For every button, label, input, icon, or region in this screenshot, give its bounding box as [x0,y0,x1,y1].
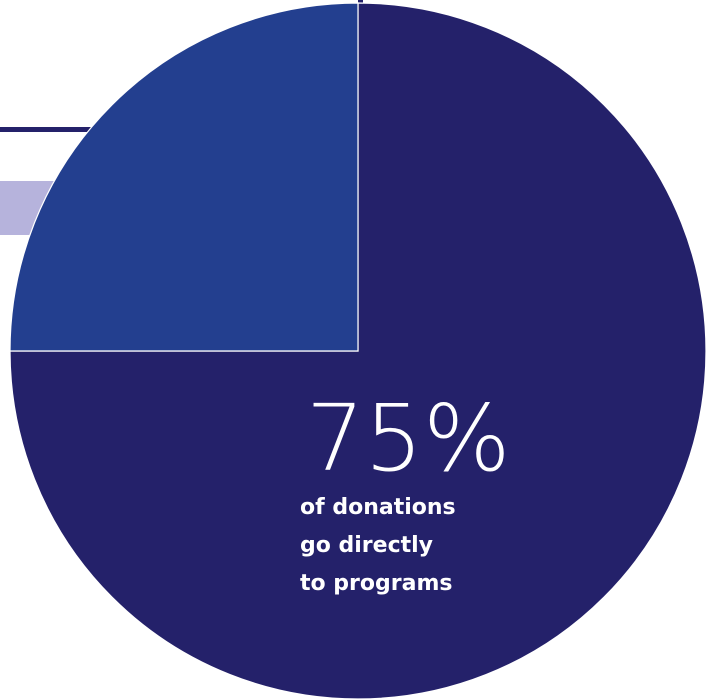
caption-line-3: to programs [300,571,452,596]
pie-slices [9,2,707,700]
caption-line-1: of donations [300,495,456,520]
caption-line-2: go directly [300,533,433,558]
pie-slice-programs [9,2,707,700]
pie-slice-other [9,2,359,352]
percent-label: 75% [306,385,510,492]
